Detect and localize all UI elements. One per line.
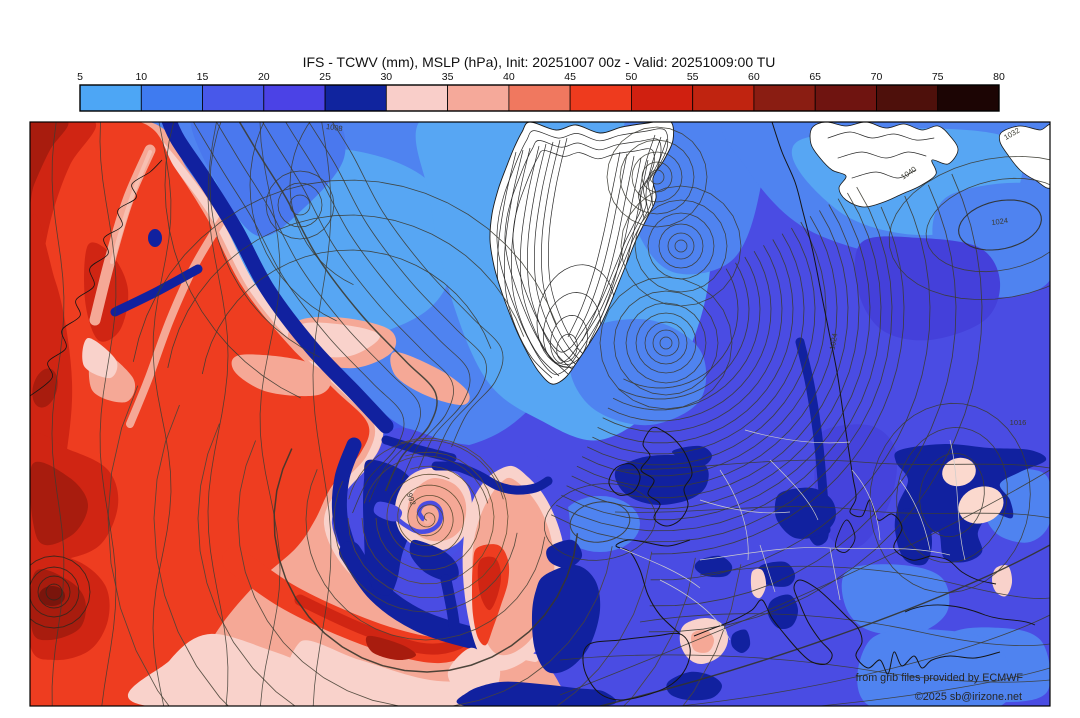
svg-text:40: 40 [503, 71, 515, 83]
svg-text:10: 10 [135, 71, 147, 83]
svg-text:15: 15 [197, 71, 209, 83]
svg-text:75: 75 [932, 71, 944, 83]
svg-text:992: 992 [405, 492, 418, 507]
svg-text:25: 25 [319, 71, 331, 83]
svg-text:from grib files provided by EC: from grib files provided by ECMWF [856, 672, 1024, 684]
svg-text:70: 70 [871, 71, 883, 83]
svg-text:45: 45 [564, 71, 576, 83]
svg-text:1016: 1016 [1010, 418, 1027, 427]
svg-text:80: 80 [993, 71, 1005, 83]
svg-text:55: 55 [687, 71, 699, 83]
svg-text:1008: 1008 [325, 122, 343, 133]
svg-text:65: 65 [809, 71, 821, 83]
svg-text:20: 20 [258, 71, 270, 83]
svg-text:30: 30 [380, 71, 392, 83]
svg-text:50: 50 [626, 71, 638, 83]
svg-text:60: 60 [748, 71, 760, 83]
svg-text:©2025 sb@irizone.net: ©2025 sb@irizone.net [915, 691, 1022, 703]
svg-text:1024: 1024 [828, 333, 840, 351]
svg-text:5: 5 [77, 71, 83, 83]
svg-text:35: 35 [442, 71, 454, 83]
svg-text:1024: 1024 [991, 216, 1009, 227]
svg-text:IFS - TCWV (mm), MSLP (hPa), I: IFS - TCWV (mm), MSLP (hPa), Init: 20251… [303, 54, 776, 70]
